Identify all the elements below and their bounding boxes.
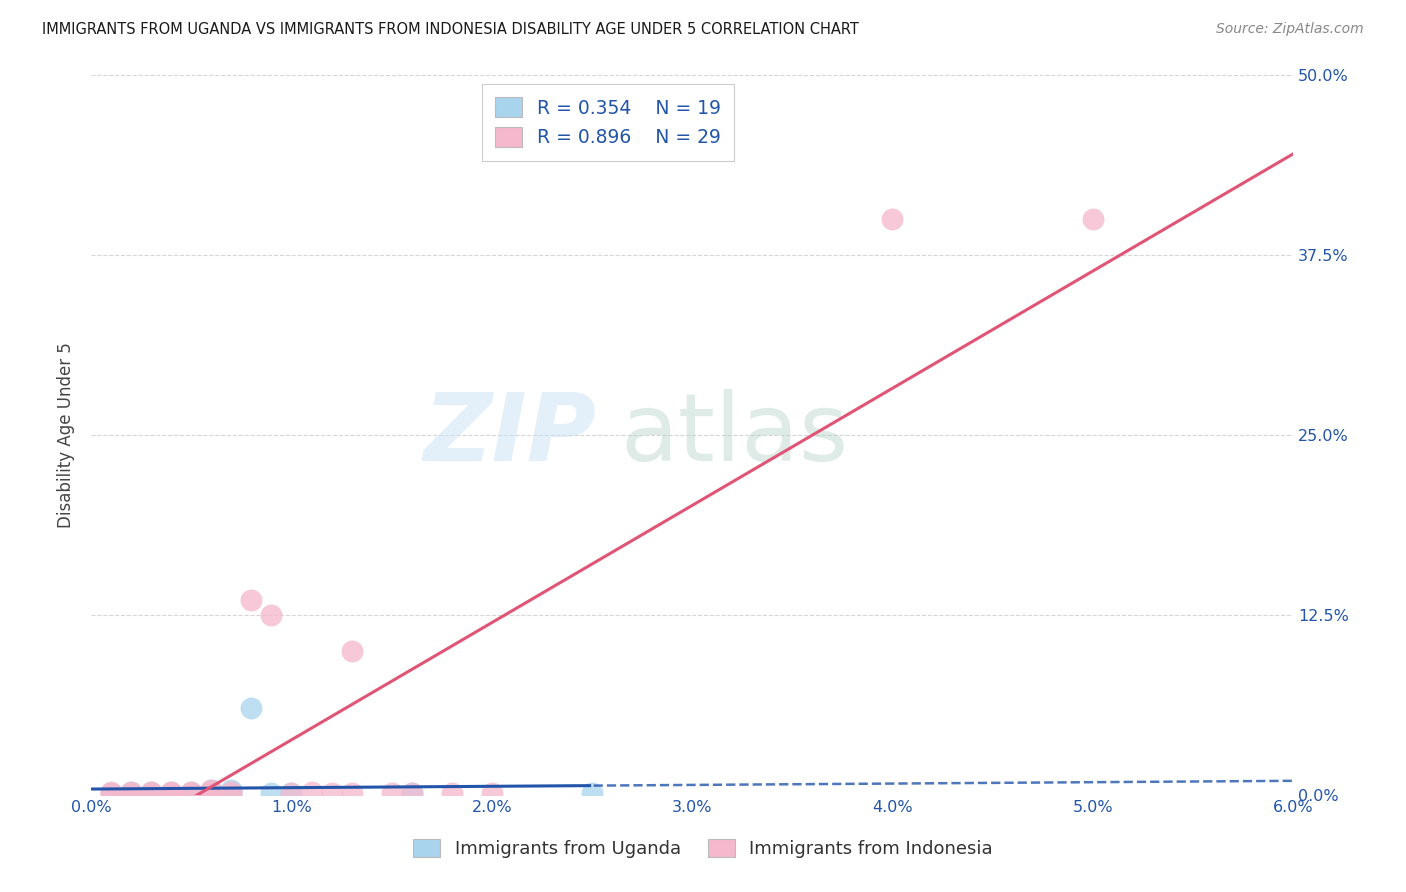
Point bbox=[100, 786, 122, 800]
Legend: Immigrants from Uganda, Immigrants from Indonesia: Immigrants from Uganda, Immigrants from … bbox=[406, 831, 1000, 865]
Point bbox=[882, 211, 904, 226]
Text: IMMIGRANTS FROM UGANDA VS IMMIGRANTS FROM INDONESIA DISABILITY AGE UNDER 5 CORRE: IMMIGRANTS FROM UGANDA VS IMMIGRANTS FRO… bbox=[42, 22, 859, 37]
Point bbox=[221, 785, 243, 799]
Point bbox=[200, 783, 222, 797]
Point bbox=[240, 593, 263, 607]
Point bbox=[200, 786, 222, 800]
Point bbox=[221, 783, 243, 797]
Point bbox=[340, 786, 363, 800]
Point bbox=[280, 786, 302, 800]
Point bbox=[180, 785, 202, 799]
Point bbox=[401, 786, 423, 800]
Point bbox=[200, 786, 222, 800]
Point bbox=[221, 786, 243, 800]
Point bbox=[200, 783, 222, 797]
Point bbox=[120, 785, 142, 799]
Point bbox=[260, 786, 283, 800]
Point bbox=[221, 785, 243, 799]
Point bbox=[160, 786, 183, 800]
Point bbox=[301, 785, 323, 799]
Point bbox=[240, 701, 263, 715]
Point bbox=[340, 643, 363, 657]
Point bbox=[221, 786, 243, 800]
Point bbox=[160, 785, 183, 799]
Point bbox=[180, 786, 202, 800]
Point bbox=[1081, 211, 1104, 226]
Point bbox=[100, 785, 122, 799]
Point bbox=[440, 786, 463, 800]
Text: atlas: atlas bbox=[620, 389, 848, 481]
Point bbox=[141, 785, 163, 799]
Point bbox=[280, 786, 302, 800]
Point bbox=[401, 786, 423, 800]
Point bbox=[180, 785, 202, 799]
Point bbox=[100, 786, 122, 800]
Point bbox=[141, 786, 163, 800]
Text: ZIP: ZIP bbox=[423, 389, 596, 481]
Point bbox=[141, 785, 163, 799]
Point bbox=[160, 785, 183, 799]
Point bbox=[581, 786, 603, 800]
Point bbox=[180, 786, 202, 800]
Point bbox=[120, 785, 142, 799]
Point bbox=[120, 786, 142, 800]
Point bbox=[141, 786, 163, 800]
Legend: R = 0.354    N = 19, R = 0.896    N = 29: R = 0.354 N = 19, R = 0.896 N = 29 bbox=[482, 84, 734, 161]
Y-axis label: Disability Age Under 5: Disability Age Under 5 bbox=[58, 342, 75, 527]
Point bbox=[321, 786, 343, 800]
Point bbox=[160, 786, 183, 800]
Point bbox=[381, 786, 404, 800]
Point bbox=[200, 785, 222, 799]
Point bbox=[120, 786, 142, 800]
Text: Source: ZipAtlas.com: Source: ZipAtlas.com bbox=[1216, 22, 1364, 37]
Point bbox=[481, 786, 503, 800]
Point bbox=[160, 786, 183, 800]
Point bbox=[260, 607, 283, 622]
